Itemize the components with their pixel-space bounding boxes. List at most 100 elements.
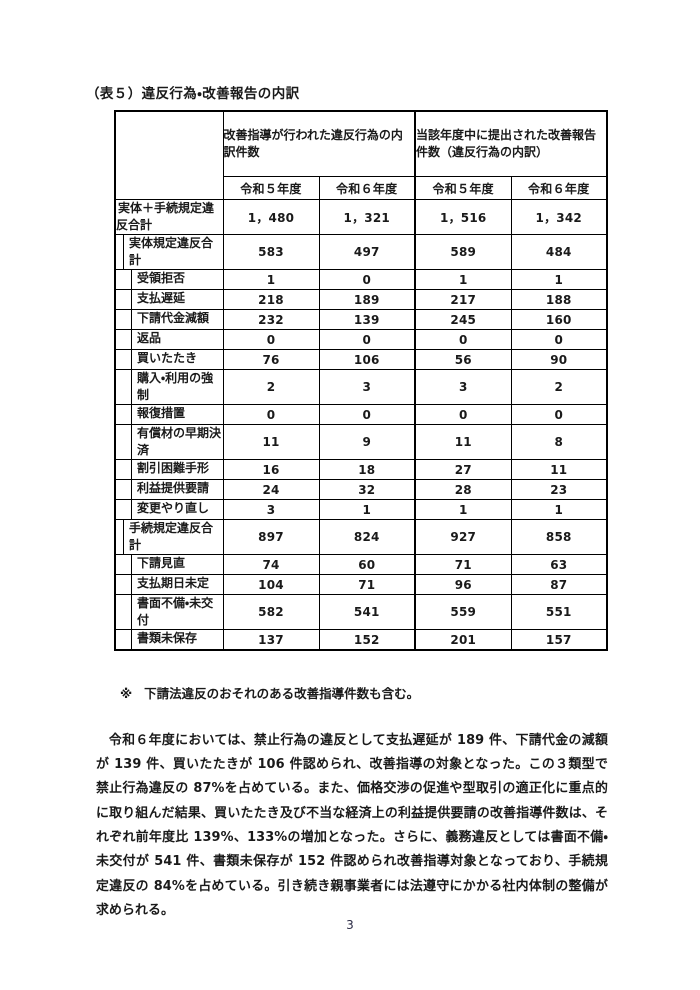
table-caption: （表５）違反行為・改善報告の内訳 [86,86,300,102]
row-value-cell: 139 [318,309,416,331]
row-value-cell: 71 [414,554,512,576]
row-value-cell: 0 [222,404,320,426]
header-corner-cell [114,110,224,200]
row-value-cell: 87 [510,574,608,596]
row-value-cell: 28 [414,479,512,501]
row-value-cell: 218 [222,289,320,311]
row-value-cell: 927 [414,519,512,556]
row-label-cell: 変更やり直し [114,499,224,521]
row-value-cell: 9 [318,424,416,461]
row-label: 買いたたき [131,350,223,370]
table-row: 下請見直 74 60 71 63 [114,554,608,576]
row-value-cell: 497 [318,234,416,271]
row-label: 下請代金減額 [131,310,223,330]
row-label-cell: 下請代金減額 [114,309,224,331]
row-label-cell: 有償材の早期決済 [114,424,224,461]
row-label-cell: 受領拒否 [114,269,224,291]
row-value-cell: 0 [318,404,416,426]
row-value-cell: 11 [222,424,320,461]
row-value-cell: 104 [222,574,320,596]
row-value-cell: 824 [318,519,416,556]
row-value-cell: 2 [510,369,608,406]
row-value-cell: 582 [222,594,320,631]
row-value-cell: 32 [318,479,416,501]
row-label-cell: 手続規定違反合計 [114,519,224,556]
row-label: 受領拒否 [131,270,223,290]
row-value-cell: 90 [510,349,608,371]
row-value-cell: 74 [222,554,320,576]
row-value-cell: 245 [414,309,512,331]
row-label: 購入・利用の強制 [131,370,223,405]
table-row: 利益提供要請 24 32 28 23 [114,479,608,501]
row-label-cell: 実体＋手続規定違反合計 [114,198,224,236]
row-label-cell: 支払期日未定 [114,574,224,596]
row-value-cell: 1 [510,499,608,521]
row-label: 支払遅延 [131,290,223,310]
row-label-cell: 購入・利用の強制 [114,369,224,406]
header-year-r6-reports: 令和６年度 [510,176,608,200]
footnote-text: 下請法違反のおそれのある改善指導件数も含む。 [144,686,420,701]
table-row: 手続規定違反合計 897 824 927 858 [114,519,608,556]
table-row: 書類未保存 137 152 201 157 [114,629,608,651]
row-value-cell: 541 [318,594,416,631]
breakdown-table: 改善指導が行われた違反行為の内訳件数 当該年度中に提出された改善報告件数（違反行… [114,110,609,652]
row-value-cell: 3 [318,369,416,406]
header-year-r5-guidance: 令和５年度 [222,176,320,200]
row-value-cell: 559 [414,594,512,631]
row-label-cell: 買いたたき [114,349,224,371]
row-label: 実体＋手続規定違反合計 [116,201,215,233]
row-value-cell: 1，480 [222,198,320,236]
table-row: 下請代金減額 232 139 245 160 [114,309,608,331]
header-year-r6-guidance: 令和６年度 [318,176,416,200]
row-value-cell: 1 [414,269,512,291]
row-label-cell: 利益提供要請 [114,479,224,501]
breakdown-table-container: 改善指導が行われた違反行為の内訳件数 当該年度中に提出された改善報告件数（違反行… [114,110,609,652]
header-group-improvement-guidance: 改善指導が行われた違反行為の内訳件数 [222,110,416,177]
table-header-year-row: 令和５年度 令和６年度 令和５年度 令和６年度 [115,176,608,200]
table-row: 書面不備・未交付 582 541 559 551 [114,594,608,631]
row-value-cell: 137 [222,629,320,651]
row-value-cell: 1，516 [414,198,512,236]
row-value-cell: 11 [414,424,512,461]
row-value-cell: 0 [510,404,608,426]
table-row: 有償材の早期決済 11 9 11 8 [114,424,608,461]
row-value-cell: 1 [318,499,416,521]
row-label-cell: 実体規定違反合計 [114,234,224,271]
row-value-cell: 897 [222,519,320,556]
header-group-improvement-reports: 当該年度中に提出された改善報告件数（違反行為の内訳） [413,110,608,177]
row-value-cell: 1 [222,269,320,291]
row-label-cell: 書面不備・未交付 [114,594,224,631]
row-label: 有償材の早期決済 [131,425,223,460]
table-row: 割引困難手形 16 18 27 11 [114,459,608,481]
row-value-cell: 1，342 [510,198,608,236]
row-label-cell: 返品 [114,329,224,351]
row-value-cell: 76 [222,349,320,371]
row-value-cell: 0 [414,404,512,426]
header-year-r5-reports: 令和５年度 [414,176,512,200]
row-value-cell: 23 [510,479,608,501]
row-value-cell: 71 [318,574,416,596]
footnote-mark-icon: ※ [120,686,133,701]
row-label-cell: 報復措置 [114,404,224,426]
row-value-cell: 96 [414,574,512,596]
table-row: 返品 0 0 0 0 [114,329,608,351]
body-paragraph: 令和６年度においては、禁止行為の違反として支払遅延が 189 件、下請代金の減額… [96,732,608,918]
row-value-cell: 63 [510,554,608,576]
row-value-cell: 0 [318,329,416,351]
table-row: 支払遅延 218 189 217 188 [114,289,608,311]
row-value-cell: 106 [318,349,416,371]
row-value-cell: 56 [414,349,512,371]
row-label: 下請見直 [131,555,223,575]
row-value-cell: 1 [414,499,512,521]
row-value-cell: 1 [510,269,608,291]
row-value-cell: 3 [222,499,320,521]
table-row: 支払期日未定 104 71 96 87 [114,574,608,596]
row-value-cell: 0 [318,269,416,291]
row-value-cell: 583 [222,234,320,271]
table-row: 実体規定違反合計 583 497 589 484 [114,234,608,271]
row-label: 手続規定違反合計 [123,520,223,555]
row-value-cell: 160 [510,309,608,331]
row-label: 書類未保存 [131,630,223,650]
row-label-cell: 書類未保存 [114,629,224,651]
row-value-cell: 1，321 [318,198,416,236]
